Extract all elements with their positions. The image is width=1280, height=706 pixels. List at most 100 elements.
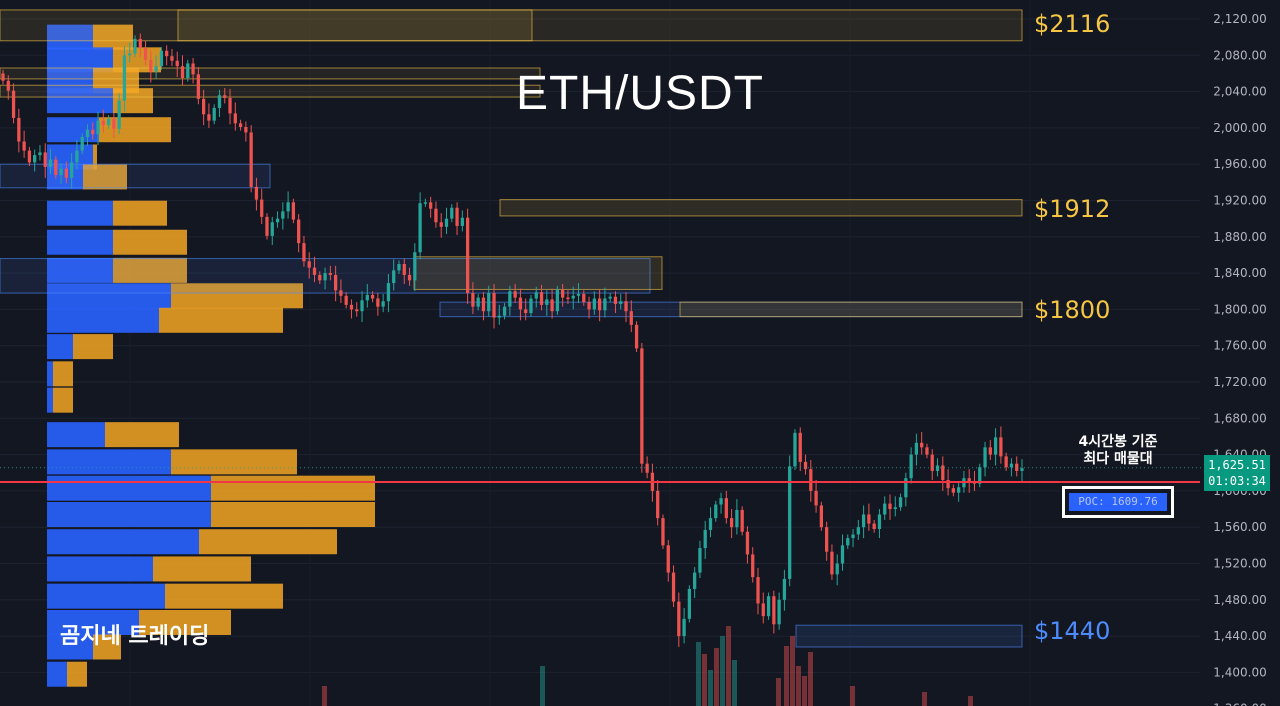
candle-body — [91, 129, 95, 135]
candle-body — [1020, 468, 1024, 471]
candle-body — [819, 505, 824, 528]
profile-bar-sell — [53, 387, 73, 413]
candle-body — [788, 466, 792, 579]
candle-body — [946, 480, 950, 489]
candle-body — [851, 534, 855, 539]
candle-body — [592, 298, 596, 310]
volume-bar — [702, 654, 707, 706]
chart-title: ETH/USDT — [516, 67, 764, 120]
profile-bar-sell — [139, 609, 231, 635]
level-label-2116: $2116 — [1034, 10, 1111, 38]
candle-body — [714, 504, 718, 519]
profile-bar-buy — [47, 529, 199, 555]
candle-body — [38, 152, 42, 156]
volume-bar — [808, 652, 813, 706]
candle-body — [201, 98, 206, 115]
candle-body — [682, 618, 686, 637]
candle-body — [175, 60, 179, 67]
current-price-tag: 1,625.51 01:03:34 — [1204, 455, 1270, 491]
profile-bar-sell — [159, 307, 283, 333]
candle-body — [476, 297, 480, 307]
candle-body — [941, 465, 945, 481]
profile-bar-sell — [199, 529, 337, 555]
zone-box — [795, 624, 1023, 648]
note-line-2: 최다 매물대 — [1083, 451, 1153, 467]
candle-body — [708, 518, 713, 530]
candle-body — [661, 518, 665, 546]
zone-box — [0, 163, 271, 189]
candle-body — [524, 309, 528, 314]
candle-body — [619, 301, 623, 304]
candle-body — [413, 252, 417, 281]
candle-body — [33, 155, 37, 163]
current-price-value: 1,625.51 — [1208, 458, 1266, 472]
profile-bar-sell — [165, 583, 283, 609]
candle-body — [365, 294, 369, 301]
candle-body — [751, 554, 755, 578]
candle-body — [645, 463, 649, 473]
profile-bar-sell — [53, 361, 73, 387]
gridlines — [0, 18, 1200, 673]
candle-body — [217, 95, 222, 108]
candle-body — [566, 297, 570, 300]
candle-body — [186, 63, 190, 78]
candle-body — [170, 56, 174, 61]
candle-body — [328, 273, 332, 275]
profile-bar-buy — [47, 283, 171, 309]
profile-bar-buy — [47, 609, 139, 635]
profile-bar-buy — [47, 229, 113, 255]
candle-body — [1009, 463, 1014, 468]
profile-bar-sell — [171, 283, 303, 309]
candle-body — [814, 490, 818, 506]
candle-body — [666, 545, 670, 573]
profile-bar-sell — [211, 501, 375, 527]
candle-body — [286, 202, 290, 212]
profile-bar-buy — [47, 24, 93, 50]
profile-bar-buy — [47, 307, 159, 333]
level-label-1800: $1800 — [1034, 296, 1111, 324]
candle-body — [291, 202, 296, 220]
zone-box — [177, 9, 533, 42]
candle-body — [571, 295, 575, 299]
candle-body — [550, 299, 554, 312]
candle-body — [698, 548, 702, 573]
candle-body — [978, 467, 982, 484]
candle-body — [207, 114, 211, 121]
candle-body — [629, 311, 633, 325]
candle-body — [302, 243, 306, 262]
watermark: 곰지네 트레이딩 — [60, 624, 210, 649]
y-tick-label: 1,680.00 — [1213, 411, 1266, 425]
candle-body — [75, 150, 79, 163]
candle-body — [191, 63, 195, 75]
candle-body — [957, 487, 961, 493]
profile-bar-buy — [47, 257, 113, 283]
profile-bar-sell — [93, 144, 97, 170]
volume-bar — [696, 642, 701, 706]
candle-body — [798, 432, 802, 462]
profile-bar-buy — [47, 200, 113, 226]
candle-body — [281, 211, 285, 219]
volume-bar — [708, 670, 713, 706]
candle-body — [904, 478, 908, 498]
candle-body — [513, 291, 517, 298]
candle-body — [930, 454, 934, 471]
y-tick-label: 1,960.00 — [1213, 157, 1266, 171]
candle-body — [561, 289, 565, 298]
candle-body — [830, 551, 834, 575]
candle-body — [502, 306, 507, 316]
profile-bar-sell — [93, 24, 133, 50]
candle-body — [27, 150, 32, 163]
candle-body — [782, 578, 787, 600]
candle-body — [106, 118, 111, 126]
candle-body — [993, 437, 998, 455]
profile-bar-buy — [47, 661, 67, 687]
candle-body — [465, 217, 470, 294]
profile-bar-sell — [153, 556, 251, 582]
candle-body — [508, 291, 512, 307]
candle-body — [133, 38, 137, 54]
candle-body — [693, 572, 697, 589]
candle-body — [418, 203, 422, 253]
candle-body — [703, 529, 707, 549]
